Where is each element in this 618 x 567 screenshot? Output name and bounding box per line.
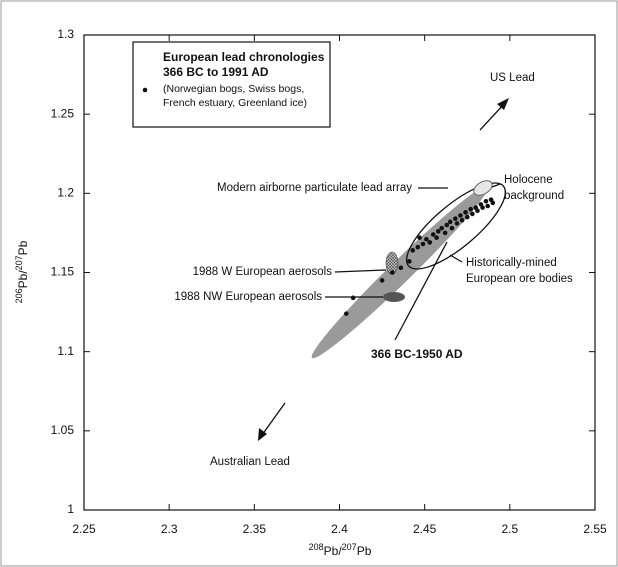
point	[453, 216, 458, 221]
point	[490, 200, 496, 206]
y-tick-label: 1.15	[51, 265, 75, 279]
legend-note: (Norwegian bogs, Swiss bogs,	[163, 83, 304, 95]
point	[447, 219, 453, 225]
point	[459, 217, 465, 223]
point	[434, 235, 439, 240]
legend-box	[132, 41, 331, 128]
holocene-ellipse	[473, 180, 493, 196]
x-tick-label: 2.3	[161, 522, 178, 536]
point	[390, 270, 395, 275]
point	[442, 230, 448, 236]
arrow-head	[497, 98, 509, 110]
x-tick-label: 2.35	[243, 522, 267, 536]
array-band	[311, 185, 489, 359]
y-tick-label: 1.3	[57, 27, 74, 41]
leader	[394, 241, 448, 341]
x-tick-label: 2.45	[413, 522, 437, 536]
axis-title-part: Pb/	[324, 544, 343, 558]
axis-title-part: Pb	[16, 240, 30, 255]
legend-title: European lead chronologies	[163, 50, 325, 64]
point	[470, 211, 475, 217]
annotation: US Lead	[490, 72, 535, 84]
annotation: Australian Lead	[210, 456, 290, 468]
axis-title-part: Pb	[357, 544, 372, 558]
point	[480, 205, 485, 210]
axis-title-part: 207	[342, 542, 357, 552]
annotation: 1988 W European aerosols	[193, 266, 333, 278]
point	[483, 198, 489, 204]
ore-ellipse	[405, 182, 507, 270]
point	[410, 248, 416, 253]
leader	[491, 183, 501, 188]
point	[475, 208, 480, 214]
x-tick-label: 2.4	[331, 522, 348, 536]
point	[424, 236, 429, 242]
point	[485, 203, 490, 209]
arrow	[261, 402, 286, 436]
axis-title-part: 207	[14, 255, 24, 270]
point	[379, 278, 385, 283]
legend-marker	[142, 87, 148, 93]
annotation: background	[504, 190, 564, 202]
legend-title: 366 BC to 1991 AD	[163, 65, 269, 79]
leader	[334, 269, 387, 273]
nw-aerosol-ellipse	[383, 292, 405, 302]
x-tick-label: 2.5	[501, 522, 518, 536]
point	[463, 210, 468, 215]
y-axis-title: 206Pb/207Pb	[14, 240, 30, 303]
point	[458, 213, 463, 218]
leader	[449, 254, 463, 263]
annotation: 1988 NW European aerosols	[174, 291, 322, 303]
point	[468, 206, 473, 212]
arrow-head	[258, 428, 267, 441]
x-tick-label: 2.25	[72, 522, 96, 536]
point	[454, 221, 460, 226]
point	[439, 225, 445, 231]
point	[444, 222, 450, 228]
point	[420, 241, 426, 247]
annotation: Historically-mined	[466, 257, 557, 269]
point	[427, 240, 433, 245]
point	[464, 214, 470, 220]
annotation: 366 BC-1950 AD	[371, 347, 463, 361]
point	[350, 295, 356, 301]
axis-title-part: Pb/	[16, 270, 30, 289]
y-tick-label: 1	[67, 502, 74, 516]
y-tick-label: 1.1	[57, 344, 74, 358]
annotation: Modern airborne particulate lead array	[217, 182, 412, 194]
arrow	[479, 102, 506, 131]
y-tick-label: 1.25	[51, 106, 75, 120]
x-axis-title: 208Pb/207Pb	[309, 542, 372, 558]
y-tick-label: 1.2	[57, 186, 74, 200]
axis-title-part: 208	[309, 542, 324, 552]
annotation: Holocene	[504, 174, 553, 186]
annotation: European ore bodies	[466, 273, 573, 285]
point	[449, 225, 455, 231]
point	[415, 244, 421, 250]
y-tick-label: 1.05	[51, 423, 75, 437]
point	[430, 232, 436, 237]
point	[407, 259, 412, 264]
point	[344, 311, 349, 316]
point	[435, 229, 441, 234]
legend-note: French estuary, Greenland ice)	[163, 97, 307, 109]
point	[398, 265, 404, 271]
axis-title-part: 206	[14, 288, 24, 303]
point	[417, 235, 422, 240]
x-tick-label: 2.55	[583, 522, 607, 536]
